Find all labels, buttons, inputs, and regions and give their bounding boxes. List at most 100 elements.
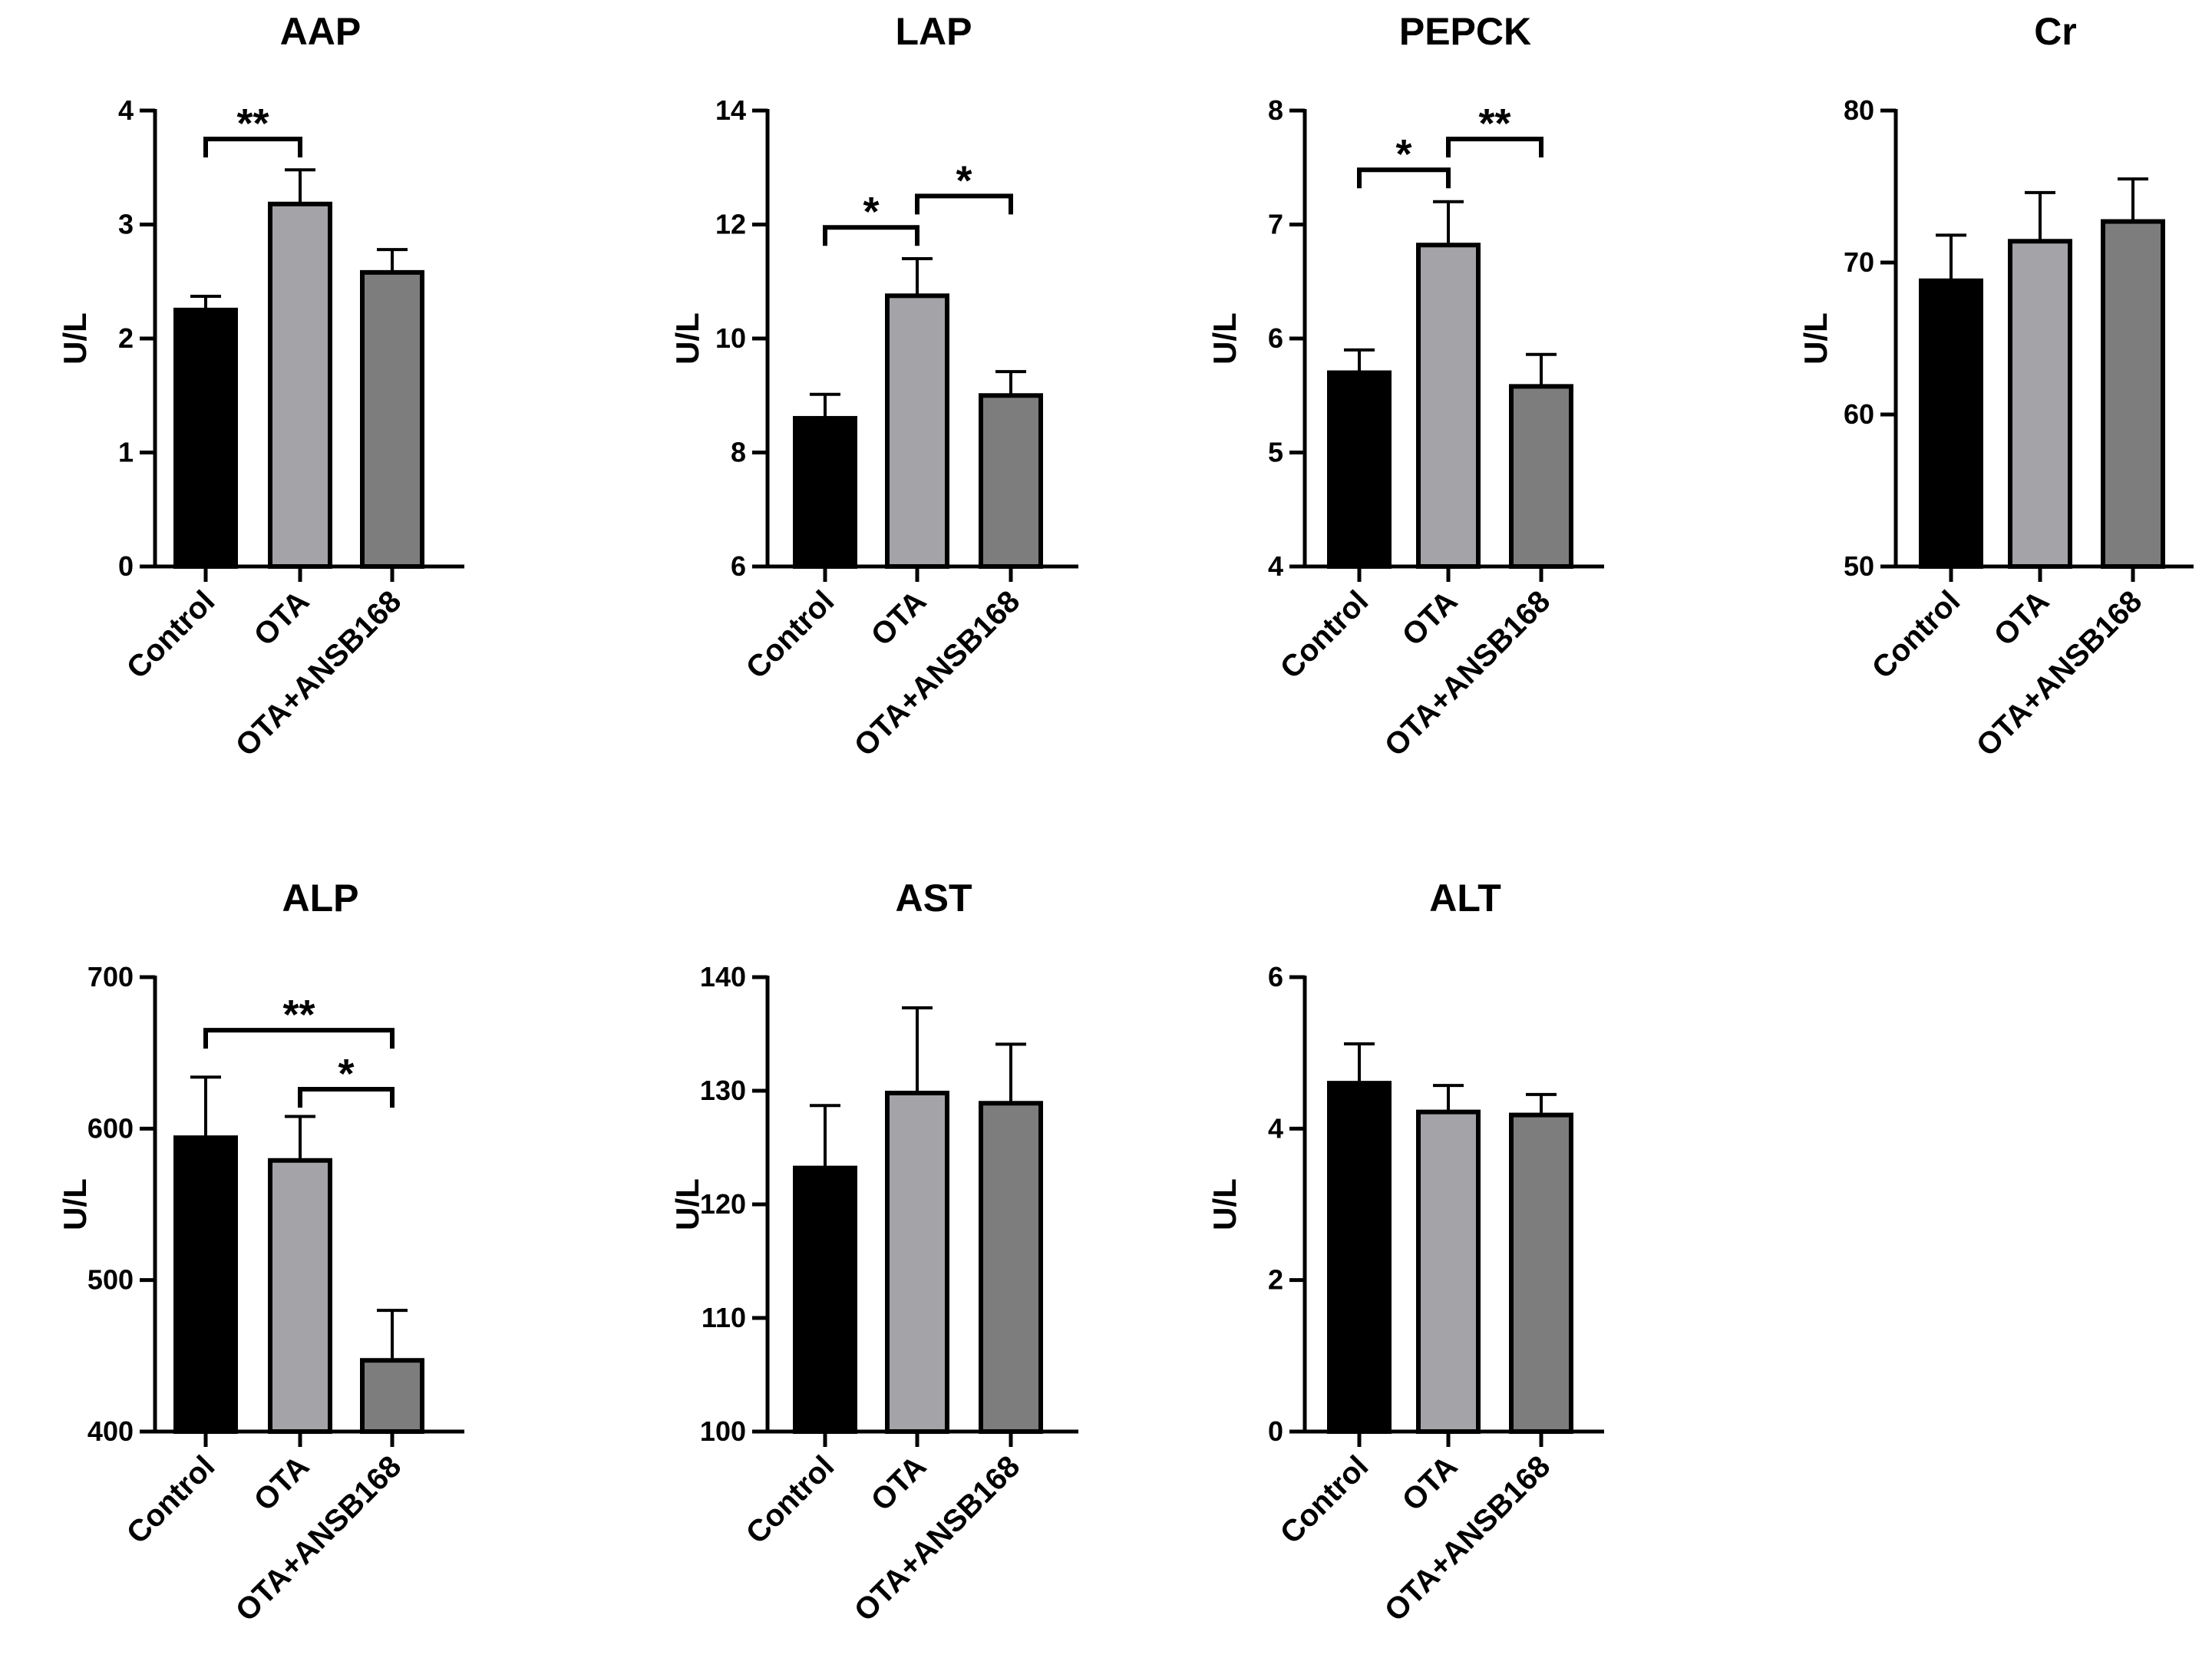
x-tick-label: OTA	[248, 584, 316, 652]
x-tick-label: OTA+ANSB168	[229, 1449, 408, 1628]
significance-bracket	[823, 225, 919, 246]
chart-title: ALT	[1429, 877, 1501, 920]
chart-title: PEPCK	[1399, 10, 1531, 53]
bar-ota	[1416, 243, 1481, 569]
chart-title: LAP	[896, 10, 972, 53]
chart-title: AST	[896, 877, 972, 920]
significance-bracket	[203, 137, 302, 158]
y-tick-label: 400	[87, 1415, 134, 1447]
x-tick-label: Control	[740, 1449, 841, 1551]
bar-control	[1327, 1081, 1392, 1434]
y-tick-label: 8	[731, 437, 746, 468]
bar-ota	[268, 201, 332, 569]
significance-bracket	[203, 1028, 395, 1049]
y-tick-label: 3	[118, 209, 134, 240]
y-axis-label: U/L	[669, 1178, 705, 1230]
y-tick-label: 4	[1268, 550, 1283, 582]
y-tick-label: 0	[118, 550, 134, 582]
y-axis-label: U/L	[1207, 1178, 1243, 1230]
x-tick-label: OTA	[865, 584, 933, 652]
x-tick-label: OTA+ANSB168	[229, 584, 408, 763]
y-tick-label: 7	[1268, 209, 1283, 240]
y-tick-label: 700	[87, 961, 134, 992]
y-tick-label: 2	[118, 322, 134, 354]
bar-control	[173, 307, 238, 569]
y-tick-label: 120	[700, 1188, 746, 1220]
significance-bracket	[1446, 137, 1543, 158]
bar-ota-ansb168	[360, 1358, 424, 1434]
significance-label: *	[1395, 131, 1411, 177]
y-tick-label: 6	[1268, 322, 1283, 354]
y-tick-label: 1	[118, 437, 134, 468]
bar-ota-ansb168	[979, 1101, 1043, 1435]
bar-ota-ansb168	[2101, 219, 2165, 569]
y-tick-label: 10	[715, 322, 746, 354]
y-tick-label: 100	[700, 1415, 746, 1447]
x-tick-label: OTA	[1988, 584, 2056, 652]
y-tick-label: 6	[1268, 961, 1283, 992]
y-tick-label: 4	[1268, 1112, 1283, 1144]
bar-ota-ansb168	[1509, 1112, 1573, 1435]
y-tick-label: 4	[118, 94, 134, 126]
significance-label: *	[956, 157, 972, 203]
x-tick-label: Control	[1274, 584, 1375, 685]
x-tick-label: OTA	[248, 1449, 316, 1518]
significance-label: **	[282, 992, 315, 1038]
y-tick-label: 50	[1844, 550, 1874, 582]
y-axis-label: U/L	[1798, 312, 1834, 365]
y-tick-label: 2	[1268, 1264, 1283, 1296]
significance-bracket	[915, 193, 1013, 215]
x-tick-label: OTA	[1396, 1449, 1464, 1518]
x-tick-label: OTA+ANSB168	[1378, 584, 1557, 763]
significance-label: **	[236, 101, 269, 147]
y-tick-label: 600	[87, 1112, 134, 1144]
x-tick-label: Control	[1866, 584, 1967, 685]
y-tick-label: 60	[1844, 398, 1874, 430]
y-tick-label: 14	[715, 94, 746, 126]
x-tick-label: OTA+ANSB168	[848, 584, 1027, 763]
significance-label: *	[338, 1051, 354, 1097]
significance-label: **	[1478, 101, 1510, 147]
x-tick-label: OTA+ANSB168	[848, 1449, 1027, 1628]
y-tick-label: 0	[1268, 1415, 1283, 1447]
bar-ota	[885, 293, 949, 569]
bar-control	[793, 415, 857, 570]
x-tick-label: OTA+ANSB168	[1970, 584, 2149, 763]
x-tick-label: OTA	[1396, 584, 1464, 652]
y-tick-label: 80	[1844, 94, 1874, 126]
bar-ota-ansb168	[1509, 384, 1573, 569]
bar-ota	[1416, 1109, 1481, 1435]
y-tick-label: 70	[1844, 246, 1874, 278]
bar-ota	[885, 1090, 949, 1434]
y-tick-label: 6	[731, 550, 746, 582]
x-tick-label: Control	[1274, 1449, 1375, 1551]
bar-control	[1919, 278, 1983, 569]
chart-panel-ast: AST U/L 100 110 120 130 140 Control OTAOTA+ANSB1…	[669, 877, 1078, 1628]
x-tick-label: Control	[121, 1449, 222, 1551]
bar-ota	[2008, 239, 2072, 569]
bar-ota-ansb168	[360, 269, 424, 569]
x-tick-label: OTA+ANSB168	[1378, 1449, 1557, 1628]
bar-ota	[268, 1158, 332, 1434]
significance-bracket	[298, 1087, 395, 1108]
bar-control	[1327, 370, 1392, 569]
y-axis-label: U/L	[669, 312, 705, 365]
x-tick-label: Control	[740, 584, 841, 685]
bar-ota-ansb168	[979, 393, 1043, 569]
y-tick-label: 12	[715, 209, 746, 240]
y-axis-label: U/L	[57, 312, 93, 365]
significance-bracket	[1357, 167, 1451, 189]
significance-label: *	[863, 189, 879, 235]
chart-title: Cr	[2034, 10, 2077, 53]
y-tick-label: 5	[1268, 437, 1283, 468]
chart-title: AAP	[280, 10, 362, 53]
y-axis-label: U/L	[57, 1178, 93, 1230]
bar-control	[793, 1165, 857, 1434]
y-tick-label: 110	[702, 1302, 746, 1333]
